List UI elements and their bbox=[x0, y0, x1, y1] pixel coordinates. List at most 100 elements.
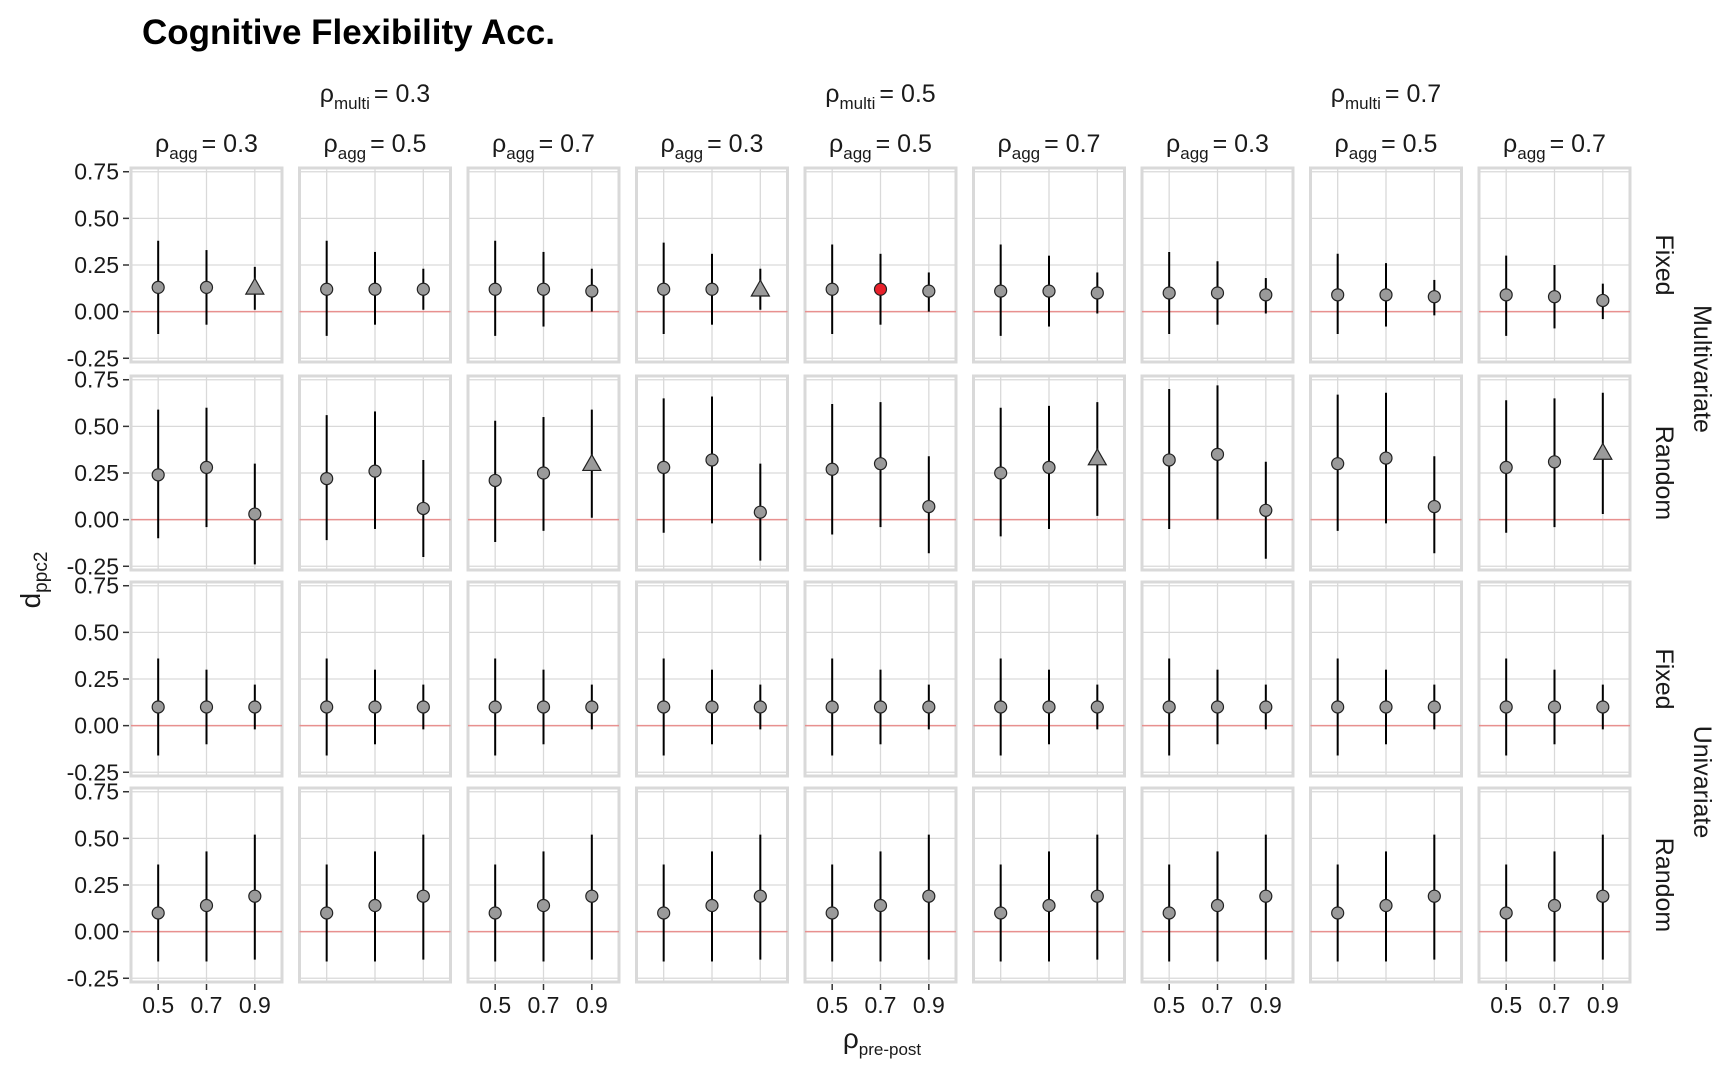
panel bbox=[1477, 166, 1632, 364]
circle-point bbox=[1499, 460, 1513, 475]
circle-point bbox=[248, 700, 262, 714]
y-tick-label: 0.75 bbox=[74, 159, 119, 185]
circle-point bbox=[536, 466, 551, 480]
circle-point bbox=[416, 700, 430, 714]
circle-point bbox=[1042, 460, 1056, 475]
x-tick-label: 0.9 bbox=[913, 992, 945, 1018]
circle-point bbox=[994, 700, 1008, 714]
circle-point bbox=[1259, 503, 1273, 517]
circle-point bbox=[1210, 898, 1225, 913]
circle-point bbox=[536, 898, 551, 913]
circle-point bbox=[368, 282, 382, 296]
circle-point bbox=[151, 700, 165, 714]
y-tick-label: -0.25 bbox=[67, 345, 119, 371]
circle-point bbox=[657, 460, 671, 475]
circle-point bbox=[1210, 286, 1225, 300]
column-strip-main: ρ bbox=[829, 130, 843, 158]
panel bbox=[1477, 374, 1632, 572]
circle-point bbox=[922, 284, 936, 298]
panel bbox=[1140, 374, 1295, 572]
column-group-strip: ρmulti = 0.5 bbox=[825, 80, 935, 113]
circle-point bbox=[705, 898, 719, 913]
x-tick-label: 0.7 bbox=[1539, 992, 1571, 1018]
column-group-strip-sub: multi bbox=[840, 94, 876, 113]
circle-point bbox=[657, 282, 671, 296]
y-tick-label: 0.00 bbox=[74, 713, 119, 739]
column-strip: ρagg = 0.5 bbox=[1335, 130, 1438, 163]
circle-point bbox=[1042, 284, 1056, 298]
column-group-strip-main: ρ bbox=[1331, 80, 1345, 108]
circle-point bbox=[1547, 898, 1562, 913]
circle-point bbox=[368, 898, 382, 913]
circle-point bbox=[1596, 293, 1610, 308]
circle-point bbox=[1331, 288, 1345, 302]
panel bbox=[972, 166, 1126, 364]
circle-point bbox=[368, 464, 382, 478]
highlighted-point bbox=[873, 282, 888, 296]
circle-point bbox=[922, 889, 936, 903]
circle-point bbox=[1379, 451, 1393, 465]
panel bbox=[803, 580, 958, 778]
panel bbox=[972, 374, 1126, 572]
triangle-point bbox=[244, 277, 265, 295]
circle-point bbox=[994, 466, 1008, 480]
circle-point bbox=[488, 473, 502, 488]
circle-point bbox=[1427, 290, 1441, 304]
x-tick-label: 0.7 bbox=[191, 992, 223, 1018]
circle-point bbox=[825, 282, 839, 296]
panel bbox=[129, 374, 284, 572]
column-strip-eq: = 0.5 bbox=[1381, 130, 1437, 158]
circle-point bbox=[1596, 889, 1610, 903]
y-tick-label: 0.25 bbox=[74, 666, 119, 692]
panel bbox=[466, 580, 621, 778]
circle-point bbox=[320, 700, 334, 714]
column-group-strip: ρmulti = 0.3 bbox=[320, 80, 430, 113]
row-strip: Fixed bbox=[1650, 234, 1678, 295]
x-tick-label: 0.5 bbox=[816, 992, 848, 1018]
circle-point bbox=[922, 499, 936, 514]
circle-point bbox=[320, 471, 334, 486]
circle-point bbox=[488, 906, 502, 920]
circle-point bbox=[488, 282, 502, 296]
panel bbox=[635, 166, 789, 364]
column-strip-sub: agg bbox=[506, 144, 534, 163]
circle-point bbox=[536, 282, 551, 296]
panel bbox=[1309, 166, 1463, 364]
circle-point bbox=[416, 889, 430, 903]
column-strip-sub: agg bbox=[675, 144, 703, 163]
y-tick-label: -0.25 bbox=[67, 965, 119, 991]
circle-point bbox=[585, 700, 599, 714]
column-strip: ρagg = 0.5 bbox=[324, 130, 427, 163]
column-strip: ρagg = 0.3 bbox=[1166, 130, 1269, 163]
panel bbox=[635, 786, 789, 984]
circle-point bbox=[873, 700, 888, 714]
row-group-strip: Multivariate bbox=[1688, 305, 1716, 433]
circle-point bbox=[1547, 290, 1562, 304]
circle-point bbox=[320, 906, 334, 920]
column-strip-main: ρ bbox=[1503, 130, 1517, 158]
circle-point bbox=[1162, 906, 1176, 920]
y-tick-label: 0.50 bbox=[74, 619, 119, 645]
circle-point bbox=[536, 700, 551, 714]
column-group-strip-main: ρ bbox=[320, 80, 334, 108]
panel bbox=[129, 580, 284, 778]
panel bbox=[1140, 580, 1295, 778]
circle-point bbox=[1427, 700, 1441, 714]
circle-point bbox=[1162, 453, 1176, 467]
circle-point bbox=[199, 700, 214, 714]
column-strip-eq: = 0.3 bbox=[202, 130, 258, 158]
column-strip-main: ρ bbox=[998, 130, 1012, 158]
circle-point bbox=[1547, 455, 1562, 469]
circle-point bbox=[657, 906, 671, 920]
panel bbox=[1140, 166, 1295, 364]
panel bbox=[298, 374, 452, 572]
y-tick-label: 0.00 bbox=[74, 299, 119, 325]
circle-point bbox=[705, 282, 719, 296]
panel bbox=[466, 166, 621, 364]
y-tick-label: 0.75 bbox=[74, 367, 119, 393]
circle-point bbox=[416, 282, 430, 296]
column-strip: ρagg = 0.3 bbox=[155, 130, 258, 163]
y-tick-label: 0.50 bbox=[74, 205, 119, 231]
